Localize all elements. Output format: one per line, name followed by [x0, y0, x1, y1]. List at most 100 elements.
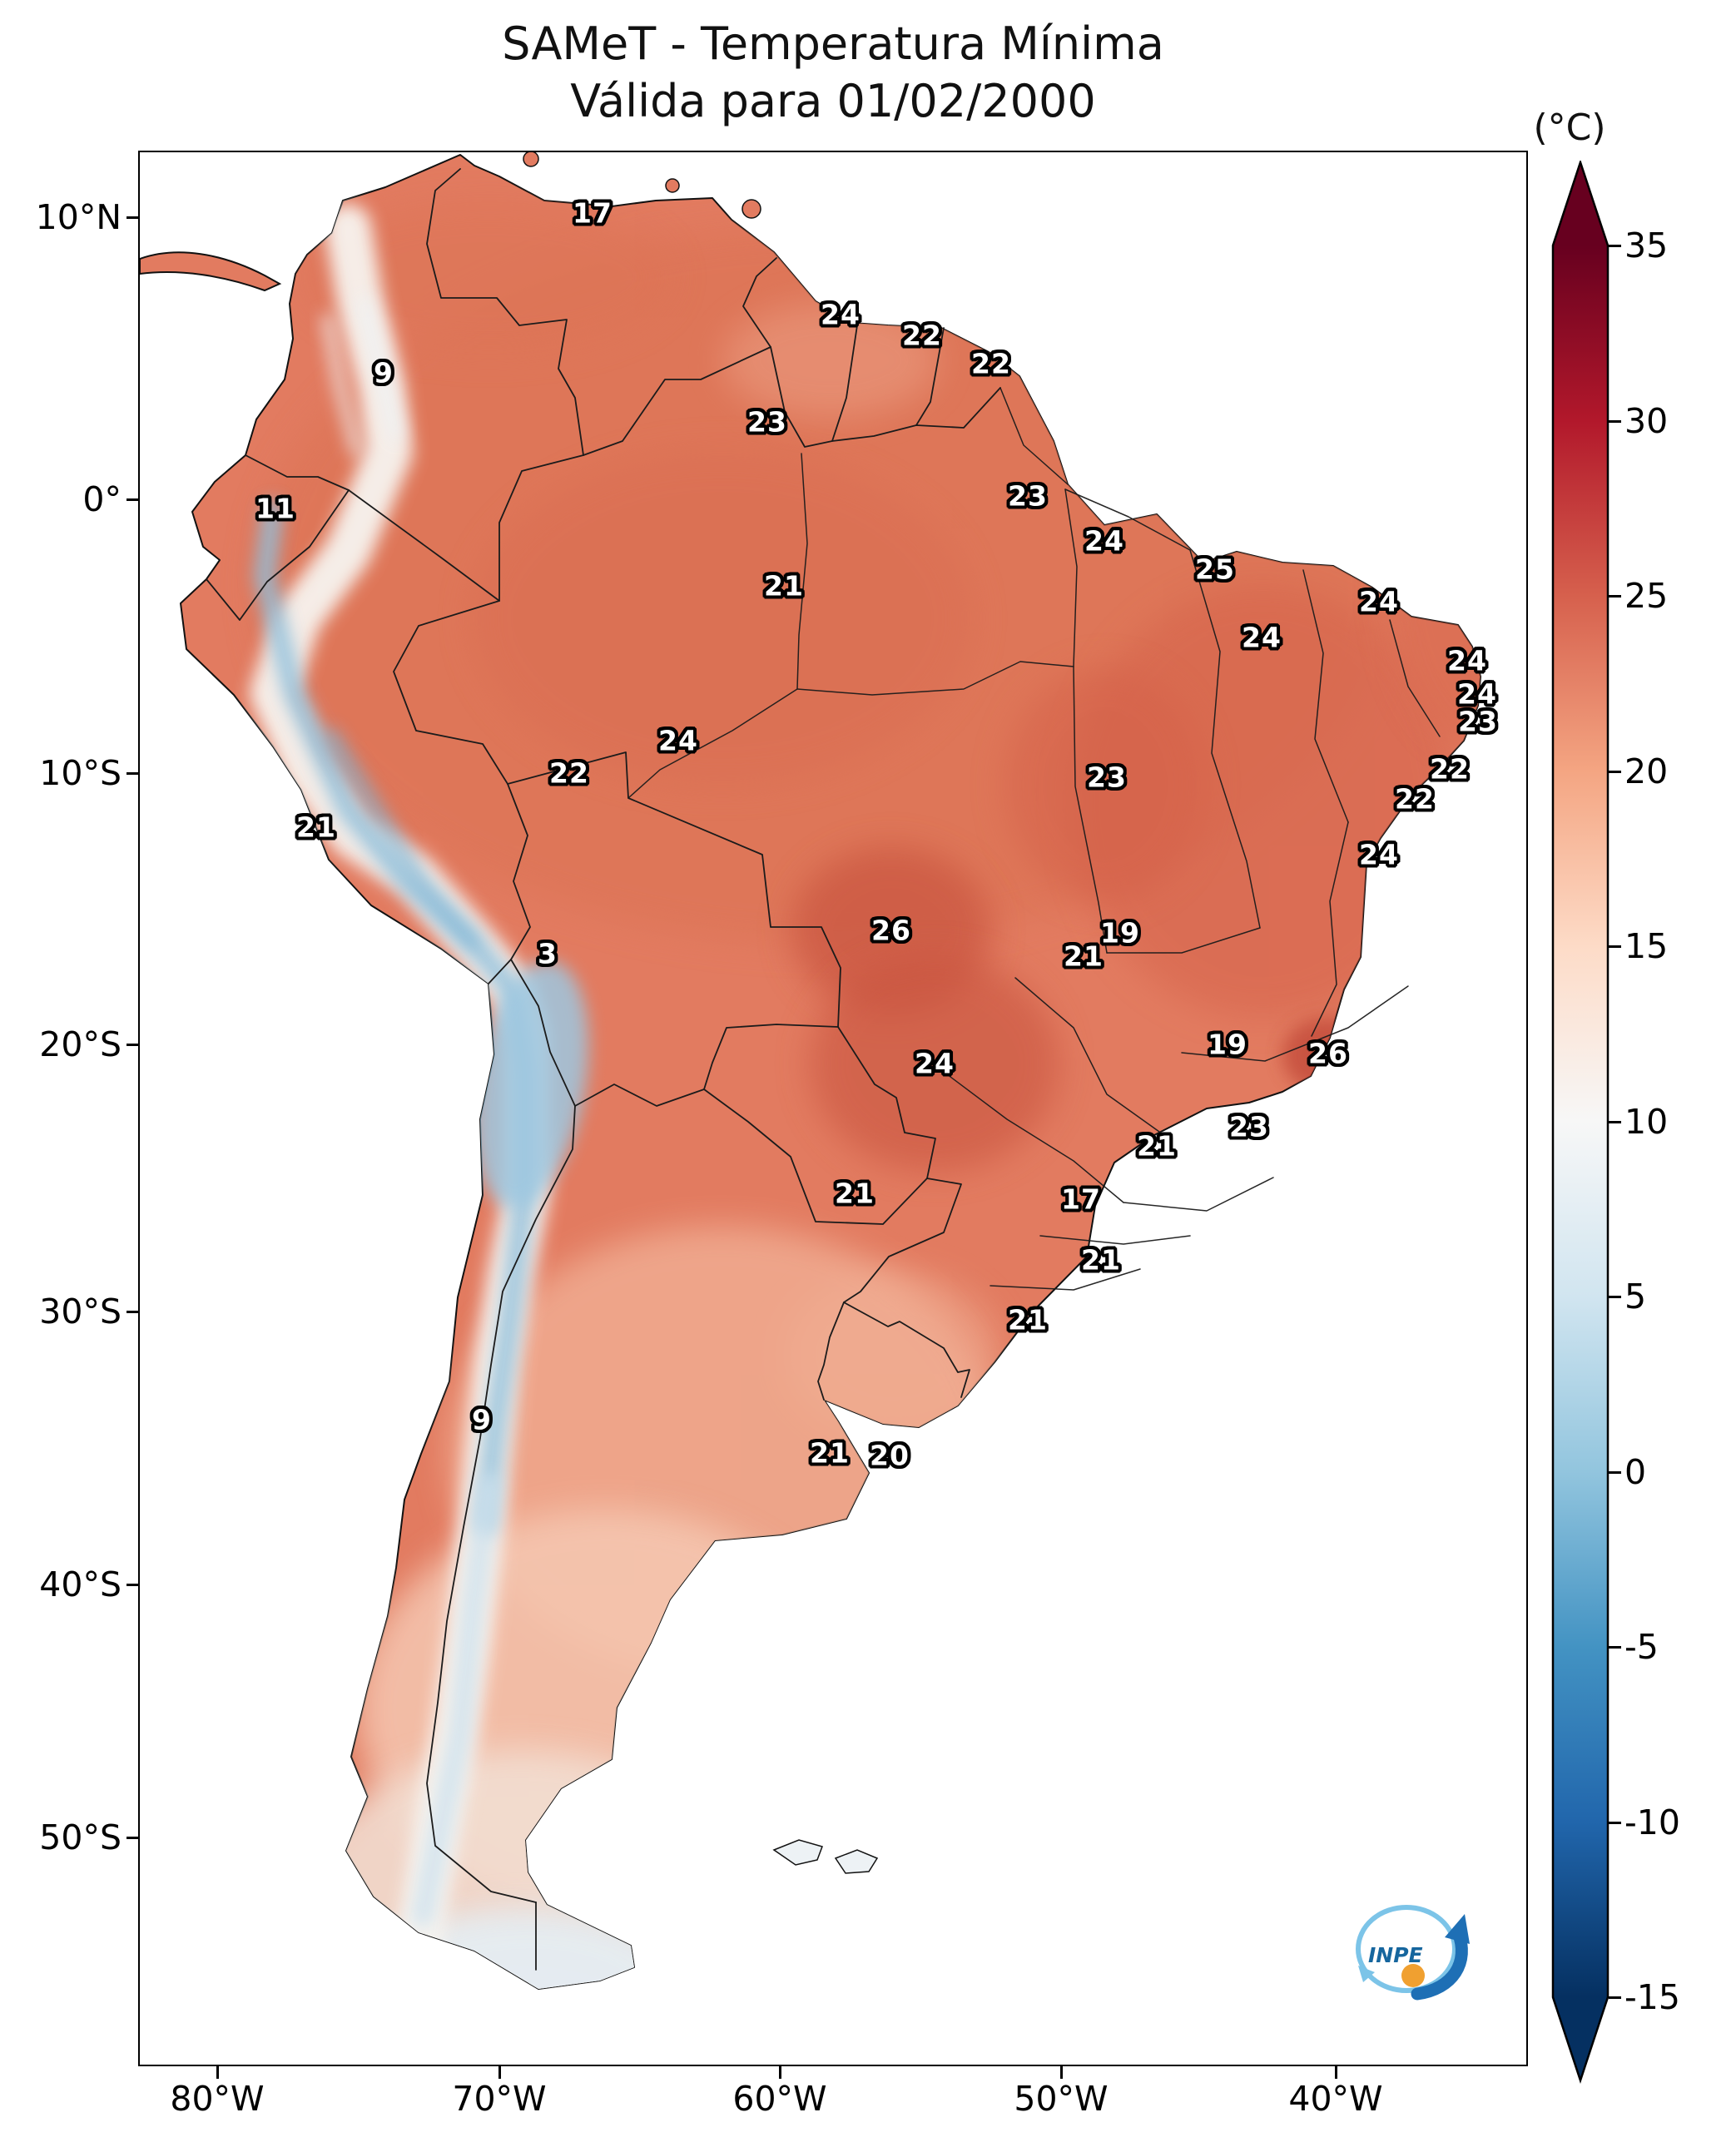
x-axis-tick-mark — [216, 2066, 219, 2079]
colorbar-tick-label: 30 — [1624, 401, 1669, 441]
temperature-label: 22 — [971, 347, 1011, 380]
x-axis-tick-label: 70°W — [452, 2079, 547, 2119]
panama-land — [140, 251, 282, 292]
colorbar-tick-mark — [1609, 1996, 1621, 1999]
temperature-label: 25 — [1195, 553, 1235, 586]
inpe-logo-text: INPE — [1368, 1943, 1423, 1967]
temperature-label: 23 — [1087, 761, 1127, 794]
y-axis-tick-label: 30°S — [39, 1292, 122, 1331]
temperature-label: 24 — [1359, 838, 1399, 871]
colorbar-tick-mark — [1609, 1121, 1621, 1123]
plot-title-line1: SAMeT - Temperatura Mínima — [502, 17, 1164, 70]
y-axis-tick-mark — [126, 1044, 139, 1046]
temperature-label: 22 — [1430, 752, 1470, 786]
y-axis-tick-label: 20°S — [39, 1024, 122, 1064]
temperature-label: 21 — [1064, 940, 1104, 973]
colorbar-tick-label: 10 — [1624, 1102, 1669, 1142]
inpe-swoosh-icon — [1411, 1926, 1468, 2001]
temperature-label: 20 — [870, 1439, 910, 1472]
colorbar-unit-label: (°C) — [1533, 107, 1606, 149]
y-axis-tick-label: 40°S — [39, 1564, 122, 1604]
temperature-label: 21 — [810, 1436, 850, 1470]
plot-title: SAMeT - Temperatura Mínima Válida para 0… — [140, 15, 1526, 130]
colorbar-tick-label: 20 — [1624, 751, 1669, 791]
y-axis-tick-label: 10°S — [39, 753, 122, 793]
colorbar-tick-label: -15 — [1624, 1977, 1680, 2017]
temperature-label: 9 — [472, 1403, 492, 1436]
colorbar-tick-mark — [1609, 771, 1621, 773]
colorbar-tick-label: 5 — [1624, 1277, 1647, 1316]
y-axis-tick-mark — [126, 772, 139, 775]
colorbar-tick-mark — [1609, 945, 1621, 948]
x-axis-tick-label: 40°W — [1288, 2079, 1383, 2119]
y-axis-tick-label: 0° — [82, 479, 122, 519]
x-axis-tick-label: 60°W — [732, 2079, 827, 2119]
state-borders — [627, 387, 1441, 1291]
temperature-label: 3 — [538, 937, 558, 970]
x-axis-tick-mark — [779, 2066, 781, 2079]
temperature-label: 23 — [1008, 479, 1048, 513]
temperature-label: 11 — [255, 492, 295, 525]
colorbar-tick-mark — [1609, 595, 1621, 598]
temperature-label: 22 — [902, 319, 942, 352]
temperature-label: 24 — [658, 724, 698, 757]
colorbar-tick-label: -10 — [1624, 1802, 1680, 1842]
temperature-label: 23 — [747, 405, 787, 439]
andes-shading — [250, 204, 589, 1965]
colorbar-tick-mark — [1609, 245, 1621, 247]
x-axis-tick-mark — [1060, 2066, 1063, 2079]
colorbar-tick-mark — [1609, 1822, 1621, 1824]
temperature-label: 21 — [835, 1177, 875, 1210]
colorbar-outline — [1551, 161, 1610, 2084]
colorbar-tick-mark — [1609, 1646, 1621, 1649]
x-axis-tick-mark — [498, 2066, 501, 2079]
temperature-label: 23 — [1458, 705, 1498, 738]
y-axis-tick-mark — [126, 1837, 139, 1839]
colorbar-gradient — [1553, 245, 1608, 1997]
temperature-label: 21 — [1008, 1303, 1048, 1336]
colorbar-tick-mark — [1609, 420, 1621, 423]
temperature-label: 24 — [1457, 677, 1497, 711]
inpe-orbit-arrowhead-icon — [1358, 1966, 1375, 1982]
x-axis-tick-mark — [1335, 2066, 1337, 2079]
y-axis-tick-label: 50°S — [39, 1817, 122, 1857]
temperature-label: 24 — [1242, 621, 1282, 654]
temperature-label: 24 — [915, 1047, 955, 1080]
south-america-map — [140, 152, 1481, 1990]
x-axis-tick-label: 50°W — [1014, 2079, 1109, 2119]
x-axis-tick-label: 80°W — [170, 2079, 265, 2119]
y-axis-tick-mark — [126, 1584, 139, 1586]
temperature-label: 24 — [1359, 585, 1399, 618]
y-axis-tick-label: 10°N — [35, 197, 122, 237]
colorbar-tick-label: 35 — [1624, 226, 1669, 265]
colorbar-tick-label: -5 — [1624, 1627, 1659, 1667]
colorbar-tick-mark — [1609, 1471, 1621, 1474]
colorbar-tick-label: 0 — [1624, 1452, 1647, 1492]
caribbean-islands — [523, 152, 761, 219]
temperature-label: 19 — [1100, 916, 1140, 950]
inpe-orbit-icon — [1356, 1905, 1457, 1993]
y-axis-tick-mark — [126, 1311, 139, 1313]
inpe-logo: INPE — [1356, 1905, 1470, 2001]
temperature-label: 21 — [1137, 1129, 1177, 1163]
country-borders — [206, 168, 1001, 1971]
temperature-label: 24 — [1447, 644, 1487, 677]
temperature-label: 19 — [1208, 1028, 1247, 1061]
temperature-label: 22 — [1395, 782, 1435, 816]
temperature-label: 24 — [1084, 524, 1124, 558]
inpe-swoosh-arrowhead-icon — [1445, 1914, 1470, 1944]
y-axis-tick-mark — [126, 498, 139, 501]
temperature-label: 26 — [871, 914, 911, 947]
colorbar-tick-label: 25 — [1624, 576, 1669, 616]
temperature-label: 21 — [296, 811, 336, 844]
colorbar-tick-label: 15 — [1624, 926, 1669, 966]
map-plot-frame — [138, 151, 1528, 2066]
temperature-label: 26 — [1308, 1037, 1348, 1070]
temperature-label: 9 — [374, 356, 394, 389]
temperature-label: 24 — [821, 298, 861, 331]
temperature-label: 17 — [1061, 1183, 1101, 1216]
y-axis-tick-mark — [126, 216, 139, 219]
temperature-label: 22 — [549, 756, 589, 790]
inpe-orange-dot-icon — [1401, 1964, 1425, 1987]
